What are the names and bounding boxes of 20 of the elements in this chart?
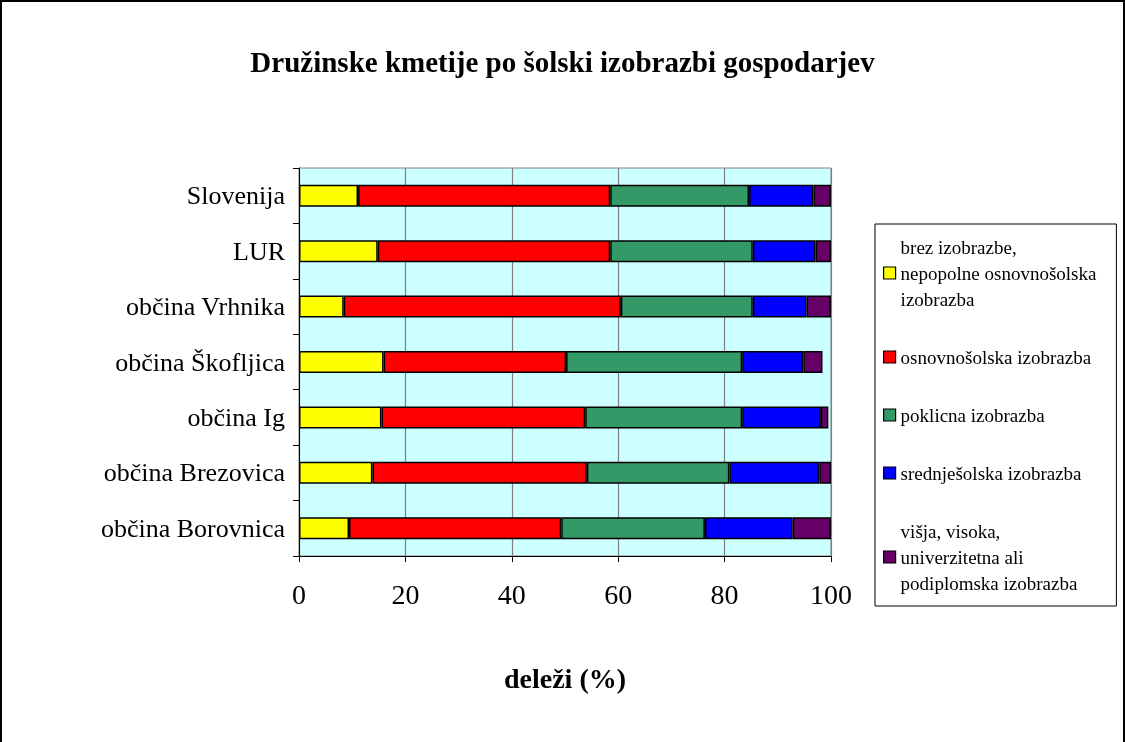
y-tick-label: občina Vrhnika (126, 292, 286, 322)
y-tick-label: LUR (233, 236, 286, 266)
x-tick-label: 80 (710, 578, 739, 610)
legend-label: višja, visoka, univerzitetna ali podiplomska izobrazba (900, 520, 1078, 594)
legend-label: srednješolska izobrazba (900, 462, 1083, 484)
x-tick-label: 20 (391, 578, 420, 610)
x-tick-label: 60 (604, 578, 633, 610)
chart-title: Družinske kmetije po šolski izobrazbi gospodarjev (250, 45, 876, 78)
y-tick-label: občina Škofljica (115, 347, 286, 377)
y-tick-label: občina Ig (187, 402, 285, 432)
y-tick-label: občina Brezovica (103, 458, 286, 488)
y-tick-label: občina Borovnica (100, 513, 286, 543)
legend-label: poklicna izobrazba (900, 404, 1046, 426)
legend-label: osnovnošolska izobrazba (900, 346, 1092, 368)
y-tick-label: Slovenija (186, 181, 286, 211)
legend-label: brez izobrazbe, nepopolne osnovnošolska izobrazba (900, 236, 1097, 310)
x-tick-label: 0 (292, 578, 306, 610)
x-tick-label: 100 (810, 578, 852, 610)
x-tick-label: 40 (497, 578, 526, 610)
x-axis-title: deleži (%) (503, 662, 627, 694)
